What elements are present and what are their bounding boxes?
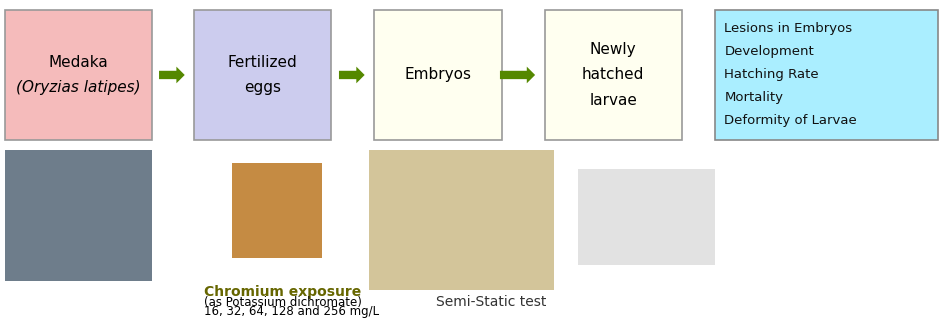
Text: Embryos: Embryos — [404, 67, 472, 83]
Text: Hatching Rate: Hatching Rate — [724, 68, 819, 81]
FancyBboxPatch shape — [194, 10, 331, 140]
FancyBboxPatch shape — [5, 150, 152, 281]
Text: Development: Development — [724, 45, 814, 58]
Text: Medaka: Medaka — [48, 55, 108, 70]
Text: (Oryzias latipes): (Oryzias latipes) — [16, 80, 140, 95]
Text: Newly: Newly — [590, 42, 636, 57]
FancyBboxPatch shape — [715, 10, 938, 140]
FancyBboxPatch shape — [232, 163, 322, 258]
Text: Deformity of Larvae: Deformity of Larvae — [724, 114, 857, 127]
FancyBboxPatch shape — [369, 150, 554, 290]
Text: hatched: hatched — [582, 67, 644, 83]
Text: Semi-Static test: Semi-Static test — [436, 295, 546, 309]
Text: Lesions in Embryos: Lesions in Embryos — [724, 22, 852, 35]
Text: Chromium exposure: Chromium exposure — [204, 285, 361, 299]
Text: larvae: larvae — [589, 93, 637, 108]
FancyBboxPatch shape — [578, 169, 715, 265]
Text: Fertilized: Fertilized — [228, 55, 297, 70]
Text: 16, 32, 64, 128 and 256 mg/L: 16, 32, 64, 128 and 256 mg/L — [204, 306, 379, 318]
Text: (as Potassium dichromate): (as Potassium dichromate) — [204, 296, 362, 309]
Text: eggs: eggs — [244, 80, 281, 95]
FancyBboxPatch shape — [545, 10, 682, 140]
FancyBboxPatch shape — [374, 10, 502, 140]
Text: Mortality: Mortality — [724, 91, 783, 104]
FancyBboxPatch shape — [5, 10, 152, 140]
